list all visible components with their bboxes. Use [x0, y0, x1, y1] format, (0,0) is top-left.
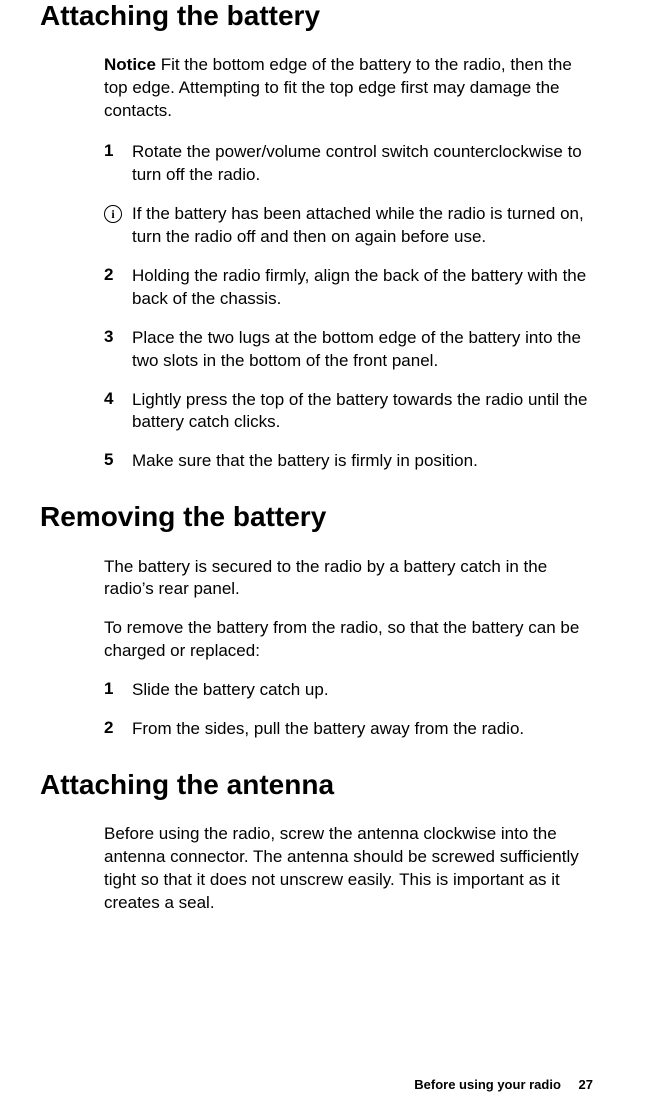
step-number: 2	[104, 718, 132, 741]
info-icon: i	[104, 205, 122, 223]
heading-removing-battery: Removing the battery	[40, 501, 593, 533]
step-number: 3	[104, 327, 132, 373]
footer-page-number: 27	[579, 1077, 593, 1092]
step-row: 2 Holding the radio firmly, align the ba…	[104, 265, 593, 311]
section1-content: Notice Fit the bottom edge of the batter…	[104, 54, 593, 473]
footer-title: Before using your radio	[414, 1077, 561, 1092]
step-text: Slide the battery catch up.	[132, 679, 329, 702]
step-row: 4 Lightly press the top of the battery t…	[104, 389, 593, 435]
notice-label: Notice	[104, 55, 156, 74]
notice-body: Fit the bottom edge of the battery to th…	[104, 55, 572, 120]
step-text: Lightly press the top of the battery tow…	[132, 389, 593, 435]
step-number: 4	[104, 389, 132, 435]
heading-attaching-antenna: Attaching the antenna	[40, 769, 593, 801]
paragraph: To remove the battery from the radio, so…	[104, 617, 593, 663]
step-row: 1 Slide the battery catch up.	[104, 679, 593, 702]
info-text: If the battery has been attached while t…	[132, 203, 593, 249]
section3-content: Before using the radio, screw the antenn…	[104, 823, 593, 915]
step-text: Holding the radio firmly, align the back…	[132, 265, 593, 311]
step-text: Place the two lugs at the bottom edge of…	[132, 327, 593, 373]
step-row: 5 Make sure that the battery is firmly i…	[104, 450, 593, 473]
step-row: 2 From the sides, pull the battery away …	[104, 718, 593, 741]
paragraph: Before using the radio, screw the antenn…	[104, 823, 593, 915]
step-number: 2	[104, 265, 132, 311]
info-icon-wrap: i	[104, 203, 132, 223]
paragraph: The battery is secured to the radio by a…	[104, 556, 593, 602]
step-row: 1 Rotate the power/volume control switch…	[104, 141, 593, 187]
step-number: 1	[104, 679, 132, 702]
page: Attaching the battery Notice Fit the bot…	[0, 0, 649, 1116]
step-number: 1	[104, 141, 132, 187]
section2-content: The battery is secured to the radio by a…	[104, 556, 593, 742]
step-text: Rotate the power/volume control switch c…	[132, 141, 593, 187]
step-text: From the sides, pull the battery away fr…	[132, 718, 524, 741]
notice-block: Notice Fit the bottom edge of the batter…	[104, 54, 593, 123]
step-row: 3 Place the two lugs at the bottom edge …	[104, 327, 593, 373]
step-number: 5	[104, 450, 132, 473]
footer: Before using your radio 27	[414, 1077, 593, 1092]
step-text: Make sure that the battery is firmly in …	[132, 450, 478, 473]
heading-attaching-battery: Attaching the battery	[40, 0, 593, 32]
info-row: i If the battery has been attached while…	[104, 203, 593, 249]
